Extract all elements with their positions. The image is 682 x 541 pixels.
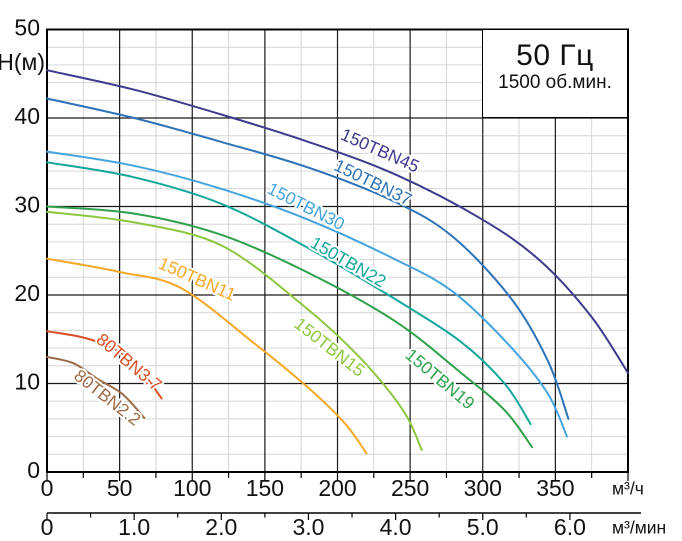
x2-tick-label: 6.0 — [554, 514, 586, 540]
x-axis-secondary: 0 1.0 2.0 3.0 4.0 5.0 6.0 м³/мин — [41, 512, 666, 540]
curve-150TBN30 — [46, 150, 568, 438]
pump-curves — [46, 69, 629, 455]
x-axis-unit-m3min: м³/мин — [612, 518, 666, 538]
x2-tick-label: 1.0 — [118, 514, 150, 540]
y-tick-label: 10 — [14, 369, 40, 395]
x-axis-unit-m3h: м³/ч — [612, 479, 644, 499]
y-axis-labels: 50 40 30 20 10 0 H(м) — [0, 15, 45, 484]
curve-80TBN2.2 — [46, 355, 146, 419]
x2-tick-label: 2.0 — [205, 514, 237, 540]
x-tick-label: 300 — [464, 475, 502, 501]
x2-tick-label: 5.0 — [467, 514, 499, 540]
frequency-info-box: 50 Гц 1500 об.мин. — [482, 29, 628, 118]
x2-tick-label: 0 — [41, 514, 54, 540]
y-tick-label: 20 — [14, 280, 40, 306]
x-tick-label: 100 — [173, 475, 211, 501]
grid-major — [47, 29, 628, 472]
rpm-label: 1500 об.мин. — [498, 72, 612, 93]
y-tick-label: 0 — [27, 457, 40, 483]
curve-80TBN3.7 — [46, 330, 163, 400]
x-axis-primary-labels: 0 50 100 150 200 250 300 350 м³/ч — [41, 475, 644, 501]
y-tick-label: 40 — [14, 103, 40, 129]
frequency-label: 50 Гц — [516, 39, 594, 72]
curve-label-150TBN15: 150TBN15 — [291, 313, 369, 380]
x-tick-label: 150 — [246, 475, 284, 501]
curve-150TBN22 — [46, 161, 532, 426]
curve-150TBN11 — [46, 257, 368, 455]
x-tick-label: 200 — [318, 475, 356, 501]
curve-label-150TBN11: 150TBN11 — [155, 253, 238, 305]
curve-150TBN15 — [46, 210, 423, 451]
x-tick-label: 350 — [536, 475, 574, 501]
x2-tick-label: 4.0 — [380, 514, 412, 540]
curve-label-150TBN22: 150TBN22 — [307, 232, 389, 291]
y-tick-label: 30 — [14, 192, 40, 218]
x-tick-label: 250 — [391, 475, 429, 501]
curve-150TBN37 — [46, 97, 570, 420]
x-tick-label: 0 — [41, 475, 54, 501]
x-axis-ticks — [46, 472, 629, 481]
curve-150TBN45 — [46, 69, 629, 374]
y-tick-label: 50 — [14, 15, 40, 41]
x2-tick-label: 3.0 — [292, 514, 324, 540]
x-tick-label: 50 — [107, 475, 133, 501]
curve-150TBN19 — [46, 205, 534, 449]
y-axis-title: H(м) — [0, 49, 45, 75]
